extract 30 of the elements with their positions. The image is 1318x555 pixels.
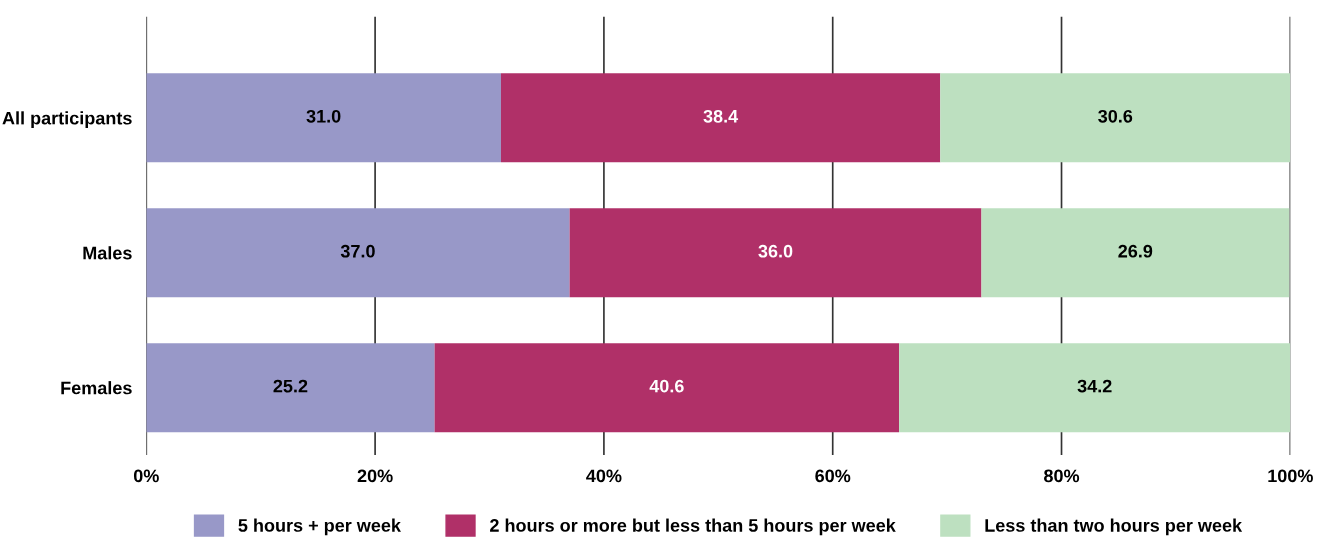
x-tick-label: 0% <box>133 469 159 483</box>
bar <box>940 73 1291 163</box>
y-tick-label: Females <box>61 381 132 395</box>
x-tick-label: 40% <box>586 469 622 483</box>
legend-label: 2 hours or more but less than 5 hours per week <box>490 518 896 536</box>
data-label: 38.4 <box>703 109 739 123</box>
bar <box>899 343 1291 433</box>
bar <box>146 343 435 433</box>
data-label: 36.0 <box>758 244 793 258</box>
y-tick-label: Males <box>83 246 132 260</box>
legend-label: 5 hours + per week <box>238 518 401 536</box>
data-label: 25.2 <box>273 379 308 393</box>
y-tick-label: All participants <box>2 111 132 129</box>
legend-label: Less than two hours per week <box>985 518 1243 536</box>
x-tick-label: 100% <box>1268 469 1313 483</box>
bar <box>146 73 501 163</box>
bar <box>569 208 982 298</box>
data-label: 26.9 <box>1118 244 1153 258</box>
data-label: 34.2 <box>1077 379 1112 393</box>
bar <box>146 208 570 298</box>
bar <box>500 73 941 163</box>
bar <box>981 208 1290 298</box>
x-tick-label: 20% <box>357 469 393 483</box>
data-label: 37.0 <box>340 244 375 258</box>
bar <box>434 343 900 433</box>
x-tick-label: 60% <box>815 469 851 483</box>
x-tick-label: 80% <box>1044 469 1080 483</box>
data-label: 30.6 <box>1098 109 1133 123</box>
data-label: 40.6 <box>649 379 684 393</box>
data-label: 31.0 <box>306 109 341 123</box>
